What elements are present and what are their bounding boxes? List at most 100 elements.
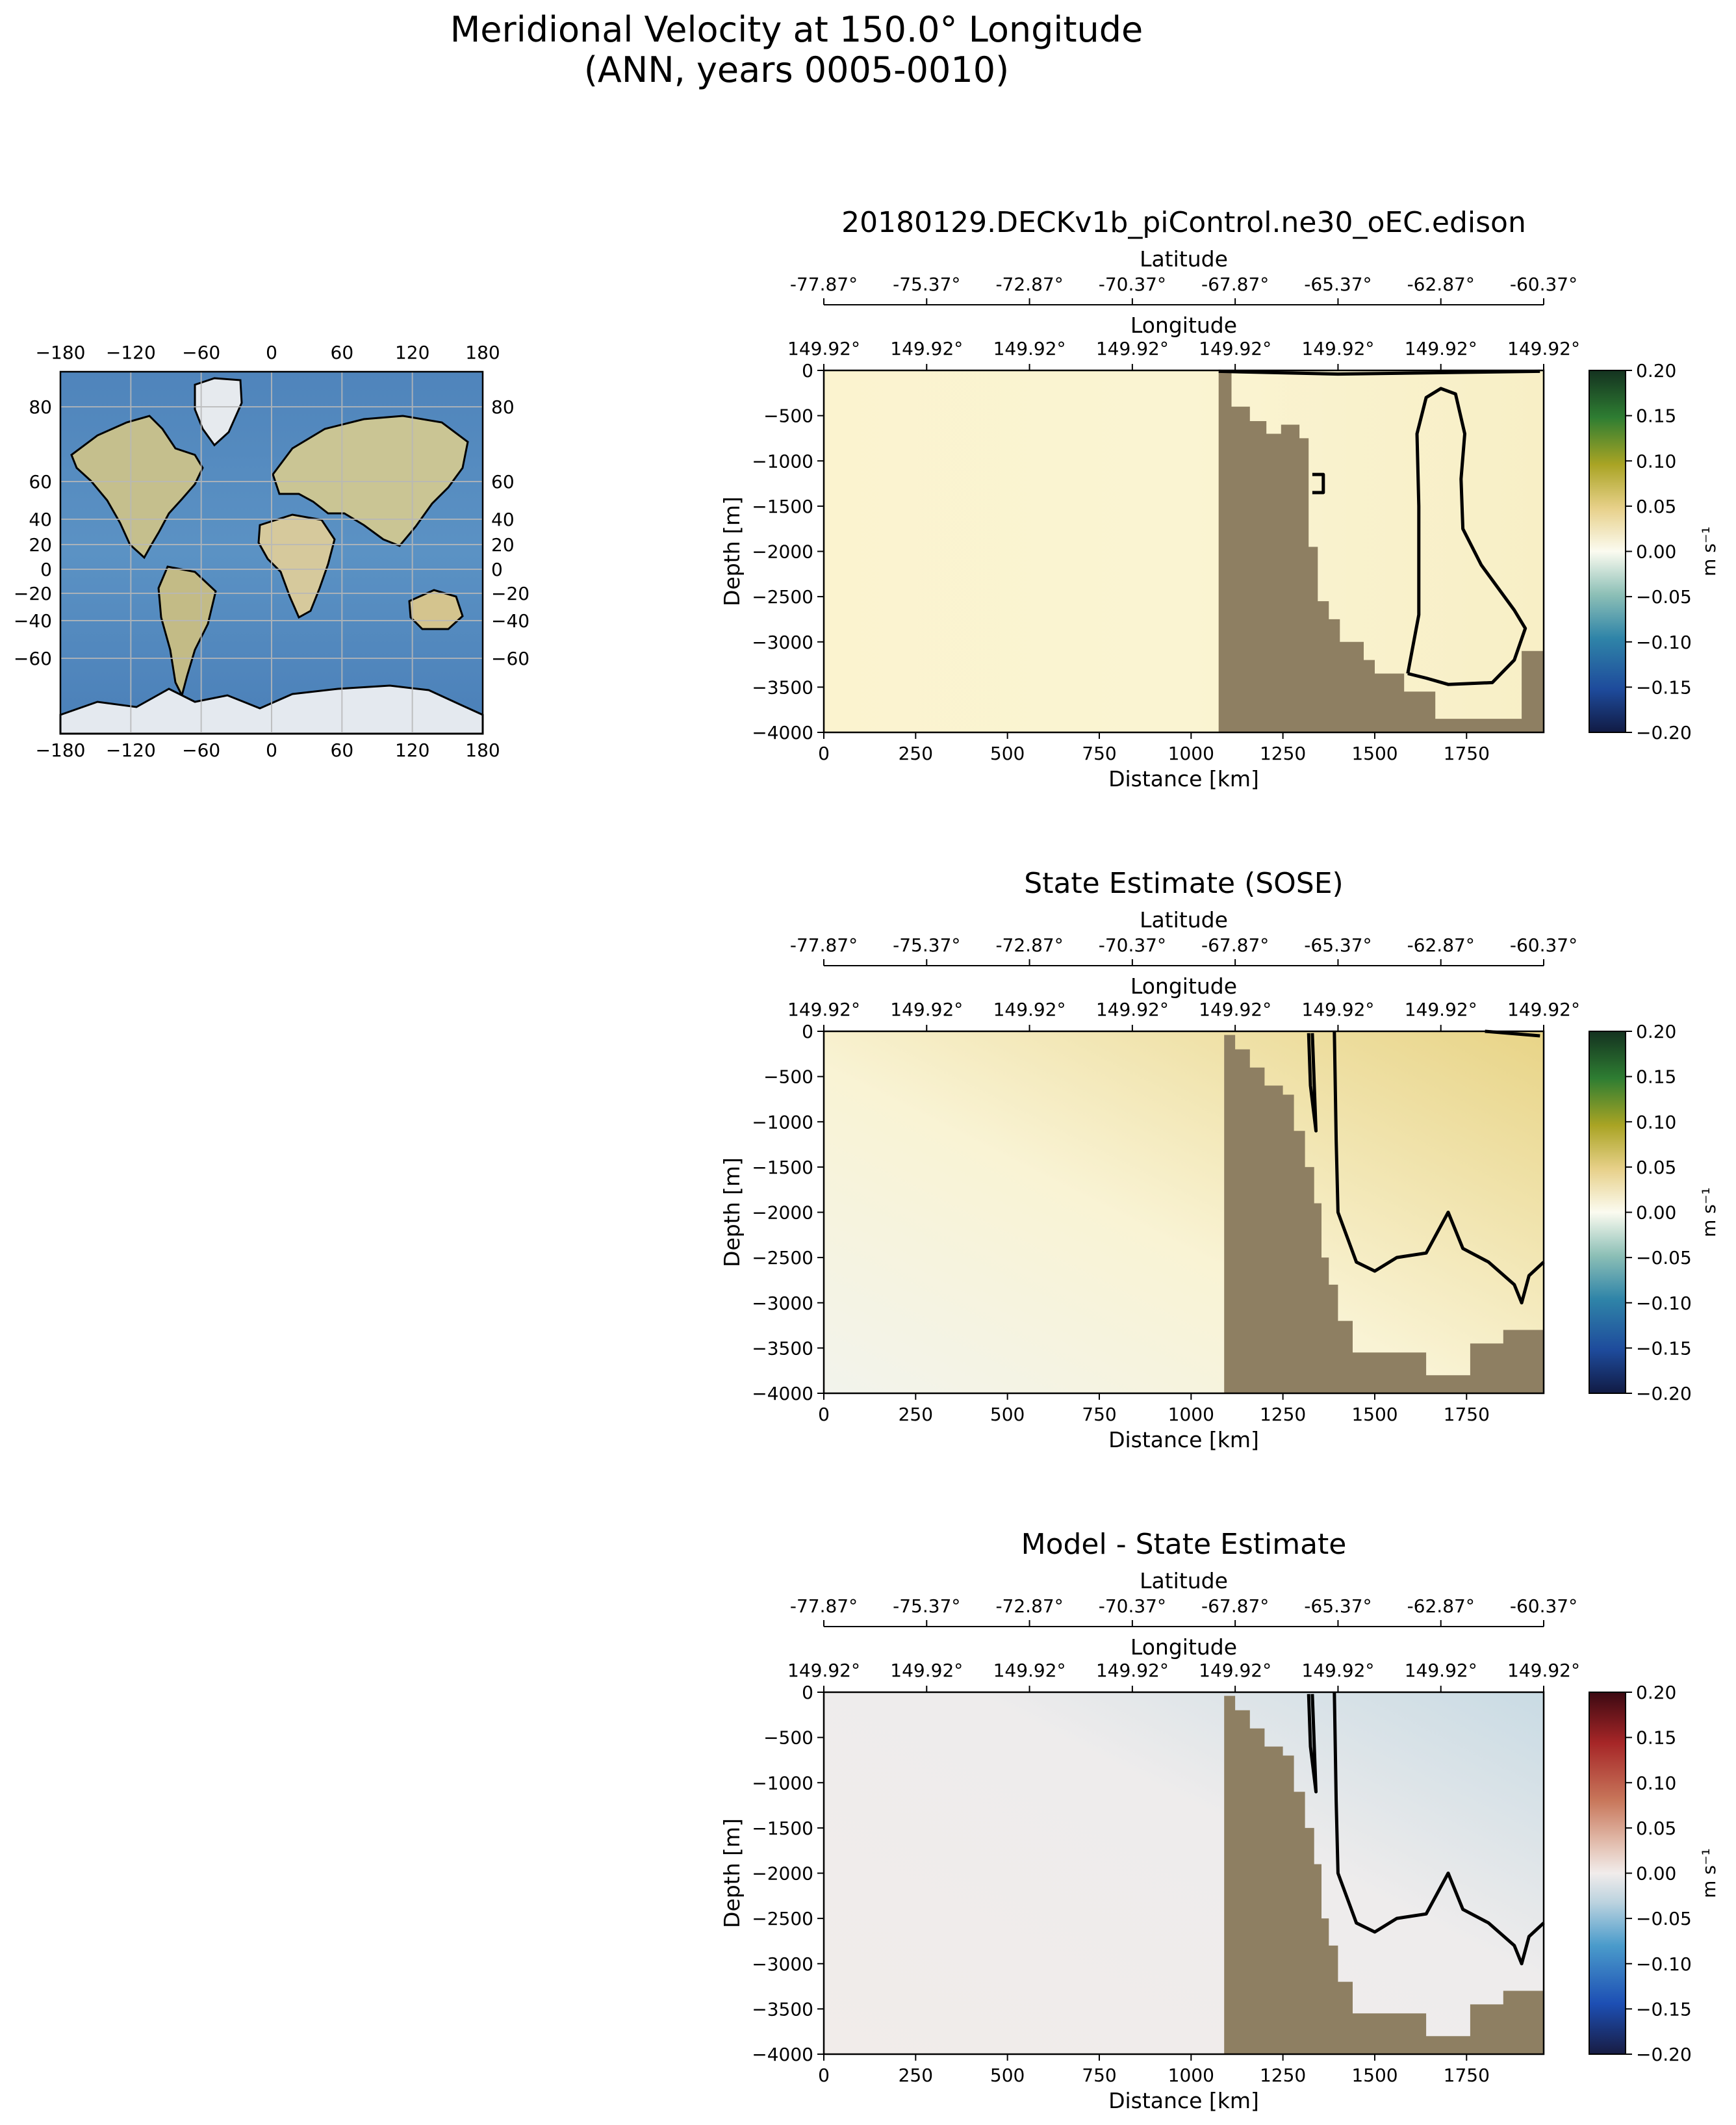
map-lat-tick-left: 80 [29, 396, 52, 418]
latitude-tick-label: -70.37° [1099, 1595, 1166, 1617]
longitude-axis-label: Longitude [1130, 1634, 1237, 1660]
map-lon-tick-top: −180 [36, 342, 86, 363]
colorbar-tick-label: −0.05 [1636, 1908, 1692, 1929]
velocity-field [824, 370, 1544, 732]
x-tick-label: 1750 [1444, 2065, 1490, 2086]
y-tick-label: −500 [763, 1727, 813, 1749]
longitude-tick-label: 149.92° [1096, 999, 1169, 1020]
longitude-tick-label: 149.92° [993, 338, 1066, 359]
zero-contour [1307, 1033, 1318, 1133]
map-lat-tick-right: −20 [491, 583, 530, 604]
colorbar-tick-label: 0.15 [1636, 1066, 1676, 1088]
longitude-tick-label: 149.92° [1096, 1660, 1169, 1681]
x-tick-label: 1750 [1444, 743, 1490, 764]
y-tick-label: −2000 [752, 1202, 813, 1224]
x-tick-label: 1500 [1351, 743, 1398, 764]
map-lon-tick-top: 0 [266, 342, 277, 363]
longitude-tick-label: 149.92° [1199, 338, 1271, 359]
y-tick-label: −500 [763, 406, 813, 427]
map-lat-tick-left: −40 [14, 610, 52, 632]
longitude-tick-label: 149.92° [890, 999, 963, 1020]
latitude-tick-label: -77.87° [790, 1595, 858, 1617]
colorbar-tick-label: 0.00 [1636, 1202, 1676, 1224]
seafloor-mask [824, 372, 1544, 732]
latitude-tick-label: -65.37° [1304, 934, 1372, 956]
colorbar-tick-label: −0.20 [1636, 1383, 1692, 1404]
longitude-tick-label: 149.92° [1301, 1660, 1374, 1681]
latitude-tick-label: -65.37° [1304, 1595, 1372, 1617]
y-tick-label: −2500 [752, 1247, 813, 1269]
panel-title: Model - State Estimate [1021, 1528, 1347, 1561]
map-lat-tick-left: −60 [14, 648, 52, 669]
longitude-tick-label: 149.92° [890, 1660, 963, 1681]
x-tick-label: 250 [899, 743, 933, 764]
map-lon-tick-bottom: 60 [331, 740, 354, 761]
longitude-tick-label: 149.92° [1199, 999, 1271, 1020]
longitude-tick-label: 149.92° [787, 1660, 860, 1681]
latitude-tick-label: -62.87° [1407, 934, 1475, 956]
colorbar [1589, 1031, 1626, 1394]
x-tick-label: 250 [899, 1404, 933, 1425]
colorbar-tick-label: −0.20 [1636, 722, 1692, 743]
latitude-tick-label: -72.87° [995, 934, 1063, 956]
longitude-axis-label: Longitude [1130, 973, 1237, 999]
map-lat-tick-left: 60 [29, 471, 52, 493]
map-lon-tick-top: 60 [331, 342, 354, 363]
latitude-tick-label: -75.37° [893, 934, 960, 956]
map-lat-tick-right: 80 [491, 396, 515, 418]
latitude-axis-label: Latitude [1140, 246, 1228, 272]
zero-contour [1333, 1692, 1545, 1966]
colorbar-tick-label: 0.10 [1636, 1772, 1676, 1794]
map-lat-tick-left: 40 [29, 509, 52, 530]
y-tick-label: −4000 [752, 722, 813, 743]
x-tick-label: 1500 [1351, 1404, 1398, 1425]
map-lat-tick-left: −20 [14, 583, 52, 604]
x-tick-label: 750 [1082, 1404, 1116, 1425]
colorbar-tick-label: −0.05 [1636, 1247, 1692, 1269]
x-tick-label: 1500 [1351, 2065, 1398, 2086]
longitude-tick-label: 149.92° [1507, 1660, 1580, 1681]
colorbar-tick-label: −0.05 [1636, 586, 1692, 608]
map-lat-tick-right: −40 [491, 610, 530, 632]
colorbar-tick-label: −0.20 [1636, 2044, 1692, 2065]
map-lon-tick-bottom: 0 [266, 740, 277, 761]
y-tick-label: −3500 [752, 1337, 813, 1359]
map-lon-tick-bottom: −60 [182, 740, 220, 761]
x-tick-label: 0 [818, 1404, 830, 1425]
zero-contour [1406, 387, 1527, 686]
colorbar-tick-label: 0.00 [1636, 1863, 1676, 1885]
colorbar-tick-label: −0.10 [1636, 1293, 1692, 1314]
longitude-tick-label: 149.92° [993, 999, 1066, 1020]
zero-contour [1312, 472, 1325, 495]
y-tick-label: −4000 [752, 2044, 813, 2065]
map-lon-tick-bottom: −120 [106, 740, 156, 761]
latitude-tick-label: -60.37° [1510, 1595, 1577, 1617]
map-lon-tick-top: −120 [106, 342, 156, 363]
colorbar [1589, 370, 1626, 733]
longitude-tick-label: 149.92° [1405, 338, 1477, 359]
y-tick-label: −2000 [752, 1863, 813, 1885]
colorbar-tick-label: 0.20 [1636, 1682, 1676, 1703]
colorbar-tick-label: −0.15 [1636, 1337, 1692, 1359]
figure-title-line2: (ANN, years 0005-0010) [584, 49, 1009, 90]
longitude-axis-label: Longitude [1130, 313, 1237, 338]
latitude-tick-label: -70.37° [1099, 934, 1166, 956]
colorbar-tick-label: 0.15 [1636, 406, 1676, 427]
locator-map: −180 −180 −120 −120 −60 −60 0 0 60 60 120 120 180 180… [14, 342, 530, 761]
x-axis-label: Distance [km] [1108, 1427, 1259, 1452]
colorbar-tick-label: 0.00 [1636, 541, 1676, 563]
colorbar-tick-label: 0.05 [1636, 496, 1676, 517]
latitude-tick-label: -75.37° [893, 274, 960, 295]
seafloor-mask [824, 1695, 1544, 2054]
map-lat-tick-right: 20 [491, 534, 515, 556]
longitude-tick-label: 149.92° [1096, 338, 1169, 359]
zero-contour [1333, 1031, 1545, 1305]
longitude-tick-label: 149.92° [1301, 999, 1374, 1020]
y-tick-label: −3500 [752, 1998, 813, 2020]
map-gridlines [60, 372, 483, 734]
y-tick-label: −3000 [752, 1953, 813, 1975]
longitude-tick-label: 149.92° [1301, 338, 1374, 359]
y-tick-label: −1000 [752, 1111, 813, 1133]
map-lon-tick-bottom: 180 [465, 740, 500, 761]
